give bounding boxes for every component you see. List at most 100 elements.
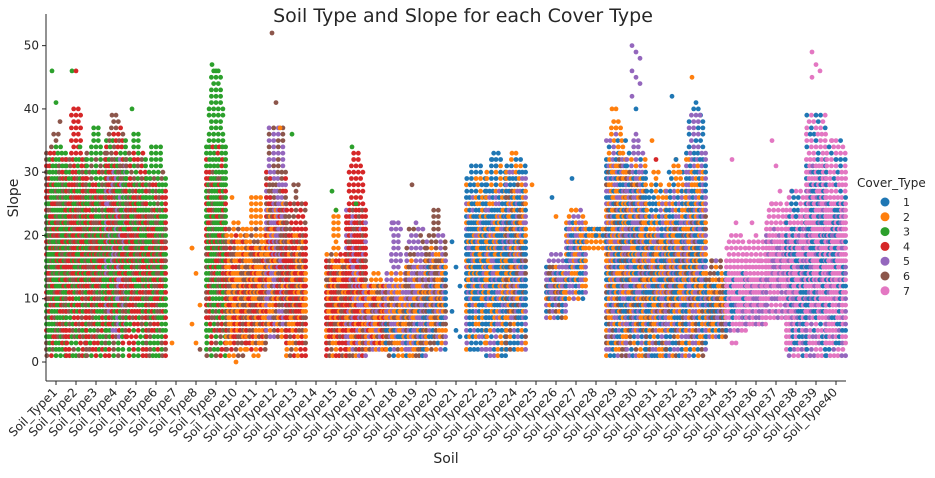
- data-point: [398, 226, 403, 232]
- data-point: [413, 220, 419, 226]
- data-point: [163, 207, 169, 213]
- data-point: [138, 169, 144, 175]
- data-point: [523, 309, 528, 314]
- data-point: [251, 353, 257, 359]
- data-point: [218, 93, 224, 99]
- data-point: [163, 264, 169, 270]
- data-point: [115, 340, 121, 346]
- data-point: [193, 271, 199, 276]
- data-point: [277, 125, 283, 131]
- data-point: [555, 258, 561, 264]
- data-point: [206, 138, 212, 144]
- data-point: [135, 150, 141, 156]
- data-point: [498, 182, 503, 188]
- data-point: [249, 347, 254, 352]
- data-point: [395, 245, 401, 251]
- data-point: [523, 302, 528, 308]
- data-point: [503, 353, 508, 359]
- data-point: [303, 271, 308, 276]
- data-point: [102, 353, 108, 359]
- data-point: [223, 182, 229, 188]
- data-point: [303, 334, 308, 340]
- data-point: [303, 302, 308, 308]
- data-point: [595, 245, 601, 251]
- data-point: [355, 150, 361, 156]
- data-point: [283, 195, 288, 200]
- data-point: [580, 214, 586, 219]
- data-point: [89, 163, 94, 169]
- data-point: [153, 157, 159, 162]
- data-point: [271, 131, 277, 137]
- data-point: [583, 264, 588, 270]
- data-point: [335, 214, 341, 219]
- data-point: [493, 176, 499, 181]
- data-point: [324, 347, 330, 352]
- data-point: [413, 258, 419, 264]
- data-point: [523, 233, 528, 238]
- data-point: [78, 138, 83, 144]
- data-point: [193, 340, 199, 346]
- data-point: [189, 245, 195, 251]
- data-point: [266, 144, 272, 150]
- data-point: [426, 233, 432, 238]
- data-point: [158, 150, 164, 156]
- data-point: [209, 93, 214, 99]
- data-point: [473, 163, 479, 169]
- data-point: [355, 169, 361, 175]
- data-point: [135, 144, 141, 150]
- data-point: [218, 119, 224, 124]
- data-point: [223, 150, 229, 156]
- data-point: [211, 138, 217, 144]
- data-point: [107, 144, 113, 150]
- data-point: [440, 233, 446, 238]
- data-point: [206, 106, 212, 112]
- data-point: [79, 315, 85, 321]
- data-point: [443, 271, 448, 276]
- data-point: [435, 214, 441, 219]
- data-point: [229, 195, 235, 200]
- data-point: [98, 163, 103, 169]
- data-point: [409, 182, 415, 188]
- data-point: [158, 144, 164, 150]
- data-point: [303, 290, 308, 295]
- data-point: [249, 220, 254, 226]
- data-point: [93, 353, 99, 359]
- data-point: [391, 239, 397, 245]
- data-point: [63, 347, 68, 352]
- data-point: [135, 138, 141, 144]
- data-point: [523, 226, 528, 232]
- data-point: [127, 321, 133, 327]
- data-point: [111, 353, 117, 359]
- data-point: [522, 163, 528, 169]
- data-point: [575, 296, 581, 302]
- data-point: [523, 220, 528, 226]
- data-point: [58, 353, 63, 359]
- data-point: [457, 334, 463, 340]
- data-point: [163, 347, 169, 352]
- data-point: [583, 271, 588, 276]
- data-point: [113, 112, 119, 118]
- data-point: [163, 252, 169, 257]
- data-point: [218, 100, 224, 105]
- data-point: [253, 220, 259, 226]
- data-point: [363, 245, 368, 251]
- data-point: [240, 353, 246, 359]
- data-point: [493, 169, 499, 175]
- data-point: [131, 347, 137, 352]
- data-point: [584, 239, 590, 245]
- data-point: [271, 138, 277, 144]
- data-point: [363, 258, 368, 264]
- data-point: [384, 277, 390, 283]
- data-point: [209, 87, 214, 93]
- data-point: [289, 131, 295, 137]
- data-point: [71, 106, 77, 112]
- data-point: [549, 195, 555, 200]
- data-point: [363, 226, 368, 232]
- data-point: [209, 74, 214, 80]
- data-point: [333, 347, 339, 352]
- data-point: [135, 353, 141, 359]
- data-point: [229, 233, 234, 238]
- data-point: [84, 340, 89, 346]
- data-point: [389, 226, 394, 232]
- data-point: [213, 340, 219, 346]
